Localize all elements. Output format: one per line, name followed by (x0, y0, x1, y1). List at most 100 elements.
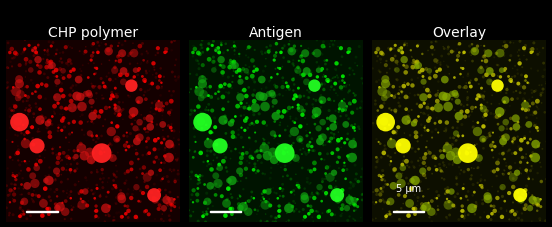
Point (245, 199, 253, 203)
Point (109, 183, 118, 187)
Point (517, 172, 526, 176)
Point (514, 216, 523, 220)
Point (521, 109, 530, 113)
Point (339, 85, 348, 89)
Point (167, 124, 176, 128)
Point (243, 199, 252, 203)
Point (442, 127, 450, 131)
Point (463, 110, 471, 114)
Point (332, 196, 341, 200)
Point (289, 78, 298, 82)
Point (171, 180, 179, 183)
Point (235, 53, 243, 57)
Point (369, 200, 378, 204)
Point (378, 190, 387, 194)
Point (111, 107, 120, 111)
Point (235, 151, 244, 155)
Point (222, 170, 231, 174)
Point (425, 70, 434, 73)
Point (238, 202, 247, 206)
Point (494, 64, 503, 68)
Point (423, 188, 432, 191)
Point (208, 204, 217, 208)
Point (404, 83, 412, 86)
Point (421, 152, 430, 156)
Point (501, 121, 510, 124)
Point (144, 115, 153, 118)
Point (137, 53, 146, 57)
Point (12, 53, 21, 57)
Point (284, 43, 293, 47)
Point (160, 175, 168, 179)
Point (209, 61, 218, 64)
Point (142, 72, 151, 76)
Point (145, 117, 154, 121)
Point (53, 206, 62, 210)
Point (255, 112, 264, 116)
Point (162, 197, 171, 201)
Point (437, 55, 446, 59)
Point (346, 186, 355, 190)
Point (407, 55, 416, 59)
Point (174, 75, 183, 79)
Point (91, 197, 99, 201)
Point (439, 130, 448, 133)
Point (278, 94, 287, 98)
Point (211, 183, 220, 186)
Point (426, 205, 435, 209)
Point (523, 171, 532, 175)
Point (347, 124, 356, 128)
Point (279, 150, 288, 153)
Point (350, 183, 359, 186)
Point (465, 51, 474, 55)
Point (453, 48, 461, 52)
Point (7, 124, 15, 128)
Point (19, 187, 28, 191)
Point (421, 68, 429, 72)
Point (107, 121, 116, 125)
Point (174, 138, 183, 142)
Point (261, 220, 269, 224)
Point (331, 68, 340, 72)
Point (489, 70, 497, 73)
Point (434, 106, 443, 110)
Point (489, 156, 498, 160)
Point (385, 107, 394, 111)
Point (8, 158, 17, 162)
Point (315, 215, 323, 219)
Point (221, 156, 230, 160)
Point (221, 115, 230, 119)
Point (316, 100, 325, 104)
Point (242, 117, 251, 120)
Point (40, 49, 49, 53)
Point (112, 202, 121, 206)
Point (283, 158, 291, 161)
Point (86, 151, 94, 155)
Point (420, 86, 428, 90)
Point (167, 123, 176, 126)
Point (537, 102, 546, 105)
Point (289, 200, 298, 203)
Point (468, 194, 477, 197)
Point (132, 135, 141, 139)
Point (58, 201, 67, 205)
Point (227, 212, 236, 216)
Point (156, 169, 164, 172)
Point (198, 75, 207, 79)
Point (59, 95, 68, 99)
Point (266, 45, 275, 48)
Point (214, 52, 222, 55)
Point (208, 44, 216, 48)
Point (102, 107, 110, 110)
Point (468, 154, 476, 158)
Point (242, 167, 251, 171)
Point (251, 131, 259, 135)
Point (72, 155, 81, 159)
Point (317, 101, 326, 104)
Point (542, 140, 550, 144)
Point (202, 106, 211, 109)
Point (317, 83, 326, 86)
Point (120, 204, 129, 208)
Point (469, 126, 478, 129)
Point (519, 54, 528, 58)
